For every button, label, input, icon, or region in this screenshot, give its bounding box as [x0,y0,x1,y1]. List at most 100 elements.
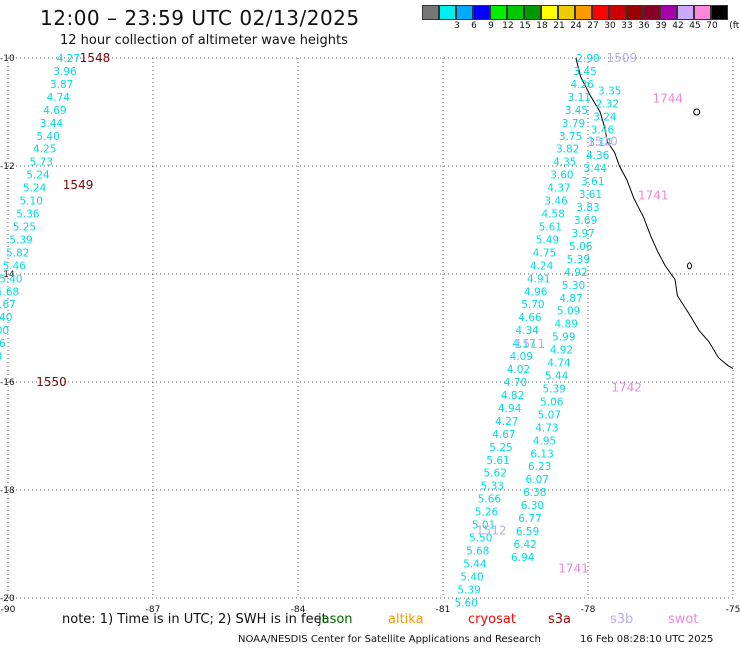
wave-height-value: 5.53 [0,351,2,363]
wave-height-value: 3.83 [576,202,599,214]
wave-height-value: 3.75 [559,131,582,143]
legend-swatch [558,5,575,20]
wave-height-value: 5.40 [0,273,23,285]
y-tick-label: -20 [0,594,15,604]
legend-swatch [626,5,643,20]
island-shape [693,108,701,116]
wave-height-value: 3.82 [556,144,579,156]
wave-height-value: 6.30 [521,500,544,512]
legend-swatch [422,5,439,20]
wave-height-value: 5.01 [472,520,495,532]
wave-height-value: 3.97 [571,228,594,240]
wave-height-value: 5.24 [26,170,50,182]
wave-height-value: 3.11 [568,92,591,104]
wave-height-value: 4.96 [524,286,548,298]
wave-height-value: 5.68 [466,545,489,557]
sat-jason-label: jason [318,612,353,627]
wave-height-value: 4.74 [47,92,71,104]
pass-time-label: 1511 [515,337,546,351]
sat-s3b-label: s3b [610,612,634,627]
x-tick-label: -90 [1,605,16,615]
legend-swatch [677,5,694,20]
wave-height-value: 4.02 [507,364,530,376]
wave-height-value: 6.00 [0,325,9,337]
legend-swatch [473,5,490,20]
legend-label: 18 [536,21,548,31]
wave-height-value: 3.44 [40,118,64,130]
wave-height-value: 6.77 [518,513,541,525]
wave-height-value: 3.35 [598,85,621,97]
wave-height-value: 5.06 [569,241,593,253]
wave-height-value: 4.69 [43,105,66,117]
wave-height-value: 5.10 [20,196,43,208]
wave-height-value: 3.46 [591,124,615,136]
wave-height-value: 5.66 [478,494,502,506]
legend-swatch [541,5,558,20]
wave-height-value: 5.62 [484,468,507,480]
wave-height-value: 4.92 [550,345,573,357]
wave-height-value: 4.34 [515,325,539,337]
wave-height-value: 3.24 [593,111,617,123]
x-tick-label: -84 [291,605,306,615]
wave-height-value: 3.61 [579,189,602,201]
wave-height-value: 5.49 [536,234,559,246]
legend-swatch [592,5,609,20]
wave-height-value: 5.50 [469,533,492,545]
legend-swatch [490,5,507,20]
legend-swatch [643,5,660,20]
sat-swot-label: swot [668,612,699,627]
generation-timestamp: 16 Feb 08:28:10 UTC 2025 [580,634,714,645]
legend-swatch [524,5,541,20]
pass-time-label: 1550 [36,375,67,389]
wave-height-value: 5.40 [36,131,59,143]
wave-height-value: 3.69 [574,215,597,227]
pass-time-label: 1741 [558,561,589,575]
wave-height-value: 3.79 [562,118,585,130]
wave-height-value: 4.37 [547,183,570,195]
wave-height-value: 4.24 [530,260,554,272]
wave-height-value: 5.61 [486,455,509,467]
wave-height-value: 4.27 [57,53,80,65]
wave-height-value: 4.94 [498,403,522,415]
wave-height-value: 5.70 [521,299,544,311]
wave-height-value: 4.91 [527,273,550,285]
legend-label: 6 [471,21,477,31]
legend-label: 9 [488,21,494,31]
pass-time-label: 1741 [638,189,669,203]
wave-height-value: 2.32 [596,98,619,110]
credits-text: NOAA/NESDIS Center for Satellite Applica… [238,634,541,645]
wave-height-value: 4.87 [559,293,582,305]
wave-height-value: 6.13 [530,448,553,460]
legend-swatch [439,5,456,20]
wave-height-value: 5.09 [557,306,580,318]
pass-time-label: 1512 [476,524,507,538]
wave-height-value: 3.46 [544,196,568,208]
legend-swatch [694,5,711,20]
wave-height-value: 5.82 [6,247,29,259]
wave-height-value: 6.23 [528,461,551,473]
pass-time-label: 1549 [63,178,94,192]
wave-height-value: 6.94 [511,552,535,564]
y-tick-label: -16 [0,378,15,388]
legend-label: 30 [604,21,616,31]
wave-height-value: 6.42 [513,539,536,551]
legend-swatch [609,5,626,20]
wave-height-value: 5.67 [0,299,16,311]
legend-label: 21 [553,21,565,31]
wave-height-value: 3.14 [588,137,612,149]
wave-height-value: 4.92 [564,267,587,279]
wave-height-value: 4.95 [533,435,556,447]
wave-height-value: 5.39 [457,584,480,596]
x-tick-label: -75 [726,605,740,615]
wave-height-value: 4.89 [555,319,578,331]
wave-height-value: 4.25 [33,144,56,156]
wave-height-value: 5.46 [3,260,27,272]
wave-height-value: 4.75 [533,247,556,259]
legend-unit: (ft) [729,21,740,31]
sat-s3a-label: s3a [548,612,572,627]
wave-height-value: 6.07 [526,474,549,486]
legend-label: 3 [454,21,460,31]
wave-height-value: 4.82 [501,390,524,402]
wave-height-value: 4.74 [547,358,571,370]
wave-height-value: 5.99 [552,332,575,344]
